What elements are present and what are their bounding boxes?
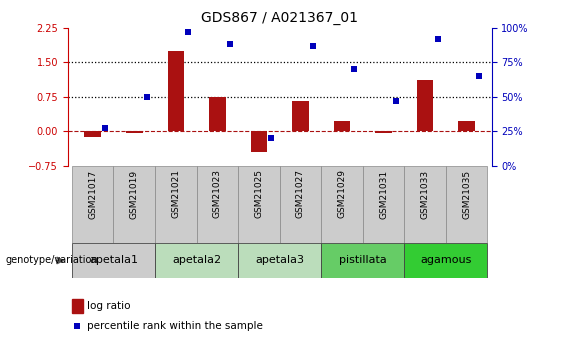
Text: pistillata: pistillata [339,256,386,265]
Bar [155,243,238,278]
Bar [126,131,142,134]
Text: GSM21017: GSM21017 [88,169,97,219]
Bar [209,97,225,131]
Text: GSM21029: GSM21029 [337,169,346,218]
Text: GSM21031: GSM21031 [379,169,388,219]
Bar [321,243,405,278]
Bar [238,243,321,278]
Text: GSM21025: GSM21025 [254,169,263,218]
Text: percentile rank within the sample: percentile rank within the sample [87,321,263,331]
Bar [334,121,350,131]
Text: GSM21033: GSM21033 [420,169,429,219]
Text: agamous: agamous [420,256,472,265]
Bar [458,121,475,131]
Text: log ratio: log ratio [87,301,131,310]
Text: apetala2: apetala2 [172,256,221,265]
Bar [321,166,363,243]
Bar [155,166,197,243]
Bar [84,131,101,137]
Bar [375,131,392,134]
Text: GSM21019: GSM21019 [130,169,139,219]
Bar [114,166,155,243]
Bar [363,166,405,243]
Bar [405,166,446,243]
Bar [280,166,321,243]
Text: genotype/variation: genotype/variation [6,256,98,265]
Bar [446,166,488,243]
Text: apetala3: apetala3 [255,256,304,265]
Text: GSM21021: GSM21021 [171,169,180,218]
Bar [238,166,280,243]
Text: GSM21023: GSM21023 [213,169,222,218]
Bar [405,243,488,278]
Bar [197,166,238,243]
Bar [251,131,267,152]
Bar [72,243,155,278]
Bar [72,166,114,243]
Text: apetala1: apetala1 [89,256,138,265]
Text: GSM21035: GSM21035 [462,169,471,219]
Bar [72,299,82,313]
Bar [167,51,184,131]
Text: GSM21027: GSM21027 [296,169,305,218]
Title: GDS867 / A021367_01: GDS867 / A021367_01 [201,11,358,25]
Bar [292,101,308,131]
Bar [417,80,433,131]
